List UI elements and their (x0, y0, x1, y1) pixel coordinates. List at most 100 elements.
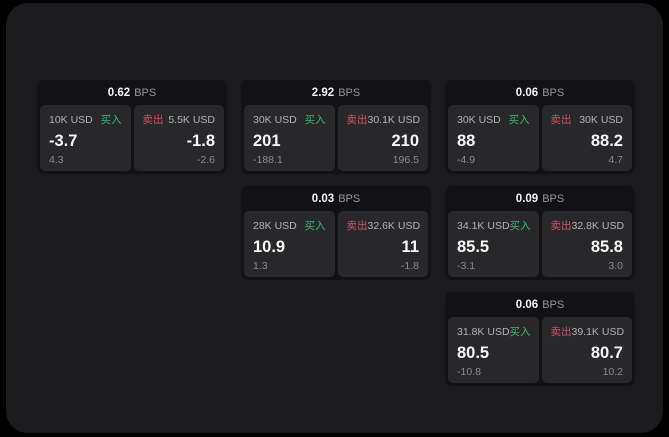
sell-price: 88.2 (590, 132, 623, 150)
sell-price: 85.8 (590, 238, 623, 256)
sell-panel-top: 卖出 30K USD (551, 112, 624, 127)
sell-panel[interactable]: 卖出 30K USD 88.2 4.7 (541, 105, 632, 171)
bps-value: 2.92 (311, 86, 335, 99)
sell-sub-value: 4.7 (608, 153, 623, 166)
bps-value: 0.06 (515, 86, 539, 99)
sell-amount: 5.5K USD (168, 114, 215, 126)
sell-sub-value: 10.2 (602, 365, 623, 378)
buy-sell-panels: 30K USD 买入 88 -4.9 卖出 30K USD 88.2 4.7 (448, 105, 632, 171)
buy-panel-top: 10K USD 买入 (49, 112, 122, 127)
sell-price: 80.7 (590, 344, 623, 362)
sell-panel[interactable]: 卖出 32.8K USD 85.8 3.0 (541, 211, 632, 277)
buy-tag: 买入 (100, 114, 122, 126)
sell-amount: 32.6K USD (367, 220, 421, 232)
buy-panel-top: 30K USD 买入 (253, 112, 326, 127)
bps-value: 0.62 (107, 86, 131, 99)
sell-amount: 30.1K USD (367, 114, 421, 126)
buy-sub-value: -188.1 (253, 153, 283, 166)
sell-tag: 卖出 (550, 114, 572, 126)
bps-unit-label: BPS (542, 298, 565, 311)
buy-amount: 10K USD (49, 114, 93, 126)
buy-amount: 34.1K USD (457, 220, 510, 232)
buy-price: 10.9 (253, 238, 286, 256)
quote-card-1: 0.62 BPS 10K USD 买入 -3.7 4.3 卖出 (37, 80, 227, 174)
buy-panel[interactable]: 34.1K USD 买入 85.5 -3.1 (448, 211, 539, 277)
buy-tag: 买入 (509, 326, 531, 338)
buy-tag: 买入 (509, 220, 531, 232)
buy-sell-panels: 28K USD 买入 10.9 1.3 卖出 32.6K USD 11 -1.8 (244, 211, 428, 277)
bps-unit-label: BPS (134, 86, 157, 99)
buy-panel-top: 28K USD 买入 (253, 218, 326, 233)
sell-panel[interactable]: 卖出 39.1K USD 80.7 10.2 (541, 317, 632, 383)
card-header: 0.06 BPS (445, 80, 635, 105)
buy-sell-panels: 31.8K USD 买入 80.5 -10.8 卖出 39.1K USD 80.… (448, 317, 632, 383)
bps-unit-label: BPS (542, 192, 565, 205)
buy-price: 80.5 (457, 344, 490, 362)
bps-value: 0.09 (515, 192, 539, 205)
sell-tag: 卖出 (346, 220, 368, 232)
sell-sub-value: -1.8 (400, 259, 419, 272)
buy-amount: 31.8K USD (457, 326, 510, 338)
buy-price: 88 (457, 132, 476, 150)
buy-price: -3.7 (49, 132, 78, 150)
sell-panel[interactable]: 卖出 32.6K USD 11 -1.8 (337, 211, 428, 277)
sell-tag: 卖出 (346, 114, 368, 126)
buy-amount: 28K USD (253, 220, 297, 232)
buy-tag: 买入 (508, 114, 530, 126)
quote-card-6: 0.06 BPS 31.8K USD 买入 80.5 -10.8 卖 (445, 292, 635, 386)
bps-value: 0.03 (311, 192, 335, 205)
buy-panel-top: 34.1K USD 买入 (457, 218, 531, 233)
quote-card-3: 0.06 BPS 30K USD 买入 88 -4.9 卖出 (445, 80, 635, 174)
buy-panel[interactable]: 31.8K USD 买入 80.5 -10.8 (448, 317, 539, 383)
quote-card-5: 0.09 BPS 34.1K USD 买入 85.5 -3.1 卖出 (445, 186, 635, 280)
sell-panel[interactable]: 卖出 5.5K USD -1.8 -2.6 (133, 105, 224, 171)
card-header: 0.03 BPS (241, 186, 431, 211)
card-header: 0.62 BPS (37, 80, 227, 105)
buy-panel-top: 30K USD 买入 (457, 112, 530, 127)
buy-sell-panels: 30K USD 买入 201 -188.1 卖出 30.1K USD 210 1… (244, 105, 428, 171)
sell-sub-value: 3.0 (608, 259, 623, 272)
sell-amount: 39.1K USD (571, 326, 625, 338)
buy-price: 201 (253, 132, 281, 150)
sell-amount: 30K USD (579, 114, 623, 126)
sell-sub-value: -2.6 (196, 153, 215, 166)
bps-unit-label: BPS (338, 86, 361, 99)
sell-amount: 32.8K USD (571, 220, 625, 232)
buy-panel[interactable]: 30K USD 买入 201 -188.1 (244, 105, 335, 171)
app-surface: 0.62 BPS 10K USD 买入 -3.7 4.3 卖出 (6, 3, 663, 433)
sell-panel-top: 卖出 30.1K USD (346, 112, 421, 127)
buy-sub-value: -3.1 (457, 259, 476, 272)
quote-card-2: 2.92 BPS 30K USD 买入 201 -188.1 卖出 (241, 80, 431, 174)
quote-cards-grid: 0.62 BPS 10K USD 买入 -3.7 4.3 卖出 (37, 80, 635, 386)
sell-price: 210 (391, 132, 419, 150)
sell-panel-top: 卖出 32.8K USD (550, 218, 625, 233)
quote-card-4: 0.03 BPS 28K USD 买入 10.9 1.3 卖出 (241, 186, 431, 280)
buy-sell-panels: 10K USD 买入 -3.7 4.3 卖出 5.5K USD -1.8 -2.… (40, 105, 224, 171)
buy-price: 85.5 (457, 238, 490, 256)
buy-sub-value: 1.3 (253, 259, 268, 272)
sell-panel-top: 卖出 5.5K USD (143, 112, 216, 127)
buy-amount: 30K USD (457, 114, 501, 126)
bps-value: 0.06 (515, 298, 539, 311)
buy-panel[interactable]: 28K USD 买入 10.9 1.3 (244, 211, 335, 277)
buy-panel[interactable]: 10K USD 买入 -3.7 4.3 (40, 105, 131, 171)
sell-tag: 卖出 (550, 220, 572, 232)
buy-sub-value: -10.8 (457, 365, 481, 378)
sell-panel-top: 卖出 39.1K USD (550, 324, 625, 339)
buy-sub-value: 4.3 (49, 153, 64, 166)
card-header: 0.09 BPS (445, 186, 635, 211)
buy-sub-value: -4.9 (457, 153, 476, 166)
sell-price: 11 (401, 238, 419, 256)
sell-panel[interactable]: 卖出 30.1K USD 210 196.5 (337, 105, 428, 171)
buy-panel[interactable]: 30K USD 买入 88 -4.9 (448, 105, 539, 171)
buy-amount: 30K USD (253, 114, 297, 126)
buy-tag: 买入 (304, 114, 326, 126)
bps-unit-label: BPS (338, 192, 361, 205)
card-header: 2.92 BPS (241, 80, 431, 105)
sell-tag: 卖出 (550, 326, 572, 338)
buy-tag: 买入 (304, 220, 326, 232)
sell-price: -1.8 (186, 132, 215, 150)
card-header: 0.06 BPS (445, 292, 635, 317)
bps-unit-label: BPS (542, 86, 565, 99)
